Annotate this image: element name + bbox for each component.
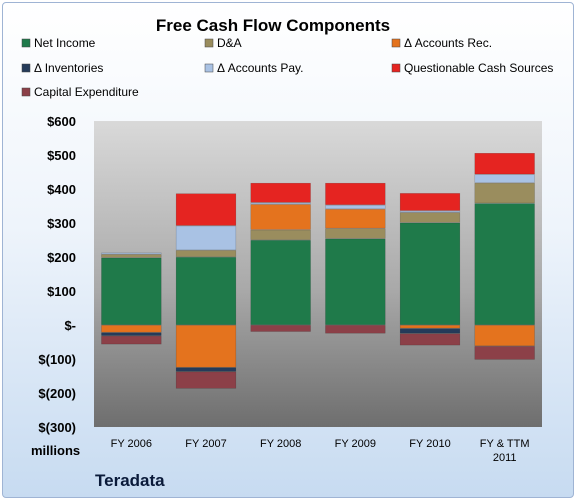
bar-capital-expenditure-fy-2007 bbox=[175, 371, 237, 389]
bar-questionable-cash-sources-fy-2007 bbox=[175, 193, 237, 226]
bars-layer bbox=[101, 153, 535, 389]
bar-capital-expenditure-fy-2006 bbox=[101, 335, 162, 345]
bar-d-a-fy-ttm-2011 bbox=[474, 182, 535, 204]
legend-item-questionable-cash-sources: Questionable Cash Sources bbox=[391, 61, 553, 75]
bar-accounts-pay-fy-2007 bbox=[175, 225, 237, 251]
bar-net-income-fy-2010 bbox=[399, 222, 461, 325]
legend-label: Capital Expenditure bbox=[34, 85, 139, 99]
bar-accounts-rec-fy-2010 bbox=[399, 325, 461, 329]
bar-d-a-fy-2008 bbox=[250, 229, 311, 240]
bar-accounts-rec-fy-2007 bbox=[175, 325, 237, 368]
bar-accounts-rec-fy-2009 bbox=[325, 209, 386, 229]
y-tick-label: $- bbox=[64, 318, 76, 333]
y-tick-label: $600 bbox=[47, 114, 76, 129]
y-tick-label: $(200) bbox=[38, 386, 76, 401]
legend-label: Questionable Cash Sources bbox=[404, 61, 553, 75]
legend-swatch bbox=[391, 38, 401, 48]
x-tick-label: FY 2009 bbox=[335, 438, 376, 450]
legend-label: Δ Accounts Rec. bbox=[404, 36, 492, 50]
legend-item-d-a: D&A bbox=[204, 36, 242, 50]
x-tick-label: FY & TTM 2011 bbox=[480, 438, 530, 464]
bar-accounts-rec-fy-2006 bbox=[101, 325, 162, 333]
legend-swatch bbox=[204, 63, 214, 73]
legend-label: D&A bbox=[217, 36, 242, 50]
company-name: Teradata bbox=[95, 471, 165, 490]
chart-title: Free Cash Flow Components bbox=[156, 16, 390, 35]
y-axis: $600 $500 $400 $300 $200 $100 $- $(100) $(200) $(… bbox=[38, 114, 76, 435]
legend: Net Income D&A Δ Accounts Rec. Δ Inventorie… bbox=[21, 36, 553, 99]
bar-capital-expenditure-fy-2010 bbox=[399, 333, 461, 346]
bar-net-income-fy-2009 bbox=[325, 238, 386, 325]
bar-accounts-pay-fy-2010 bbox=[399, 210, 461, 213]
x-tick-label: FY 2010 bbox=[409, 438, 450, 450]
y-tick-label: $500 bbox=[47, 148, 76, 163]
legend-swatch bbox=[391, 63, 401, 73]
legend-label: Net Income bbox=[34, 36, 96, 50]
legend-item-accounts-pay: Δ Accounts Pay. bbox=[204, 61, 304, 75]
legend-swatch bbox=[21, 38, 31, 48]
bar-d-a-fy-2006 bbox=[101, 254, 162, 258]
legend-swatch bbox=[21, 63, 31, 73]
legend-item-net-income: Net Income bbox=[21, 36, 96, 50]
bar-d-a-fy-2007 bbox=[175, 250, 237, 257]
x-tick-label: FY 2006 bbox=[111, 438, 152, 450]
bar-questionable-cash-sources-fy-ttm-2011 bbox=[474, 153, 535, 175]
y-tick-label: $(300) bbox=[38, 420, 76, 435]
bar-net-income-fy-2006 bbox=[101, 257, 162, 325]
y-tick-label: $(100) bbox=[38, 352, 76, 367]
bar-d-a-fy-2009 bbox=[325, 228, 386, 239]
legend-swatch bbox=[204, 38, 214, 48]
bar-inventories-fy-2010 bbox=[399, 328, 461, 334]
bar-net-income-fy-2008 bbox=[250, 240, 311, 325]
bar-d-a-fy-2010 bbox=[399, 212, 461, 223]
bar-capital-expenditure-fy-2008 bbox=[250, 325, 311, 332]
units-label: millions bbox=[31, 443, 80, 458]
y-tick-label: $400 bbox=[47, 182, 76, 197]
x-axis: FY 2006 FY 2007 FY 2008 FY 2009 FY 2010 FY & … bbox=[111, 438, 530, 464]
bar-accounts-pay-fy-ttm-2011 bbox=[474, 174, 535, 183]
y-tick-label: $100 bbox=[47, 284, 76, 299]
legend-item-inventories: Δ Inventories bbox=[21, 61, 103, 75]
legend-item-accounts-rec: Δ Accounts Rec. bbox=[391, 36, 492, 50]
x-tick-label: FY 2007 bbox=[185, 438, 226, 450]
legend-label: Δ Inventories bbox=[34, 61, 103, 75]
y-tick-label: $200 bbox=[47, 250, 76, 265]
legend-item-capital-expenditure: Capital Expenditure bbox=[21, 85, 139, 99]
bar-questionable-cash-sources-fy-2008 bbox=[250, 182, 311, 203]
bar-inventories-fy-2006 bbox=[101, 332, 162, 336]
y-tick-label: $300 bbox=[47, 216, 76, 231]
bar-capital-expenditure-fy-ttm-2011 bbox=[474, 346, 535, 360]
x-tick-label: FY 2008 bbox=[260, 438, 301, 450]
legend-label: Δ Accounts Pay. bbox=[217, 61, 304, 75]
bar-questionable-cash-sources-fy-2009 bbox=[325, 182, 386, 205]
bar-accounts-rec-fy-2008 bbox=[250, 204, 311, 230]
bar-accounts-pay-fy-2006 bbox=[101, 252, 162, 255]
bar-questionable-cash-sources-fy-2010 bbox=[399, 193, 461, 211]
plot-area bbox=[94, 121, 542, 427]
bar-net-income-fy-2007 bbox=[175, 257, 237, 325]
bar-accounts-pay-fy-2009 bbox=[325, 205, 386, 210]
legend-swatch bbox=[21, 87, 31, 97]
bar-accounts-rec-fy-ttm-2011 bbox=[474, 325, 535, 347]
bar-net-income-fy-ttm-2011 bbox=[474, 203, 535, 325]
bar-accounts-pay-fy-2008 bbox=[250, 202, 311, 205]
bar-inventories-fy-2007 bbox=[175, 367, 237, 372]
bar-capital-expenditure-fy-2009 bbox=[325, 325, 386, 334]
